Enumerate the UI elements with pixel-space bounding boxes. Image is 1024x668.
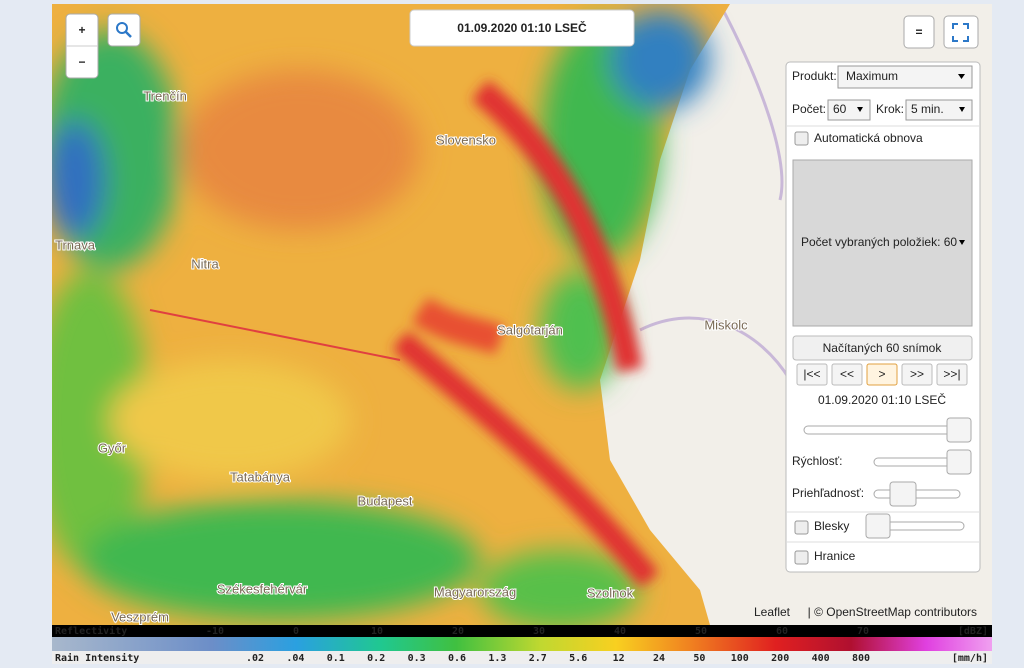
legend-tick: 800 <box>852 653 870 664</box>
place-label: Trenčín <box>143 88 187 103</box>
fullscreen-button[interactable] <box>943 15 979 49</box>
time-slider[interactable] <box>803 425 971 435</box>
auto-refresh-checkbox[interactable] <box>794 131 809 146</box>
map-places: Trenčín Slovensko Trnava Nitra Salgótarján Mi… <box>54 87 749 625</box>
slider-thumb[interactable] <box>946 417 972 443</box>
opacity-slider[interactable] <box>873 489 961 499</box>
legend-tick: 5.6 <box>569 653 587 664</box>
legend-tick: 70 <box>857 626 869 637</box>
timestamp: 01.09.2020 01:10 LSEČ <box>457 20 587 35</box>
nav-label: >> <box>910 367 924 381</box>
timestamp-box <box>409 9 635 47</box>
selection-list[interactable] <box>792 159 973 327</box>
nav-button[interactable] <box>936 363 968 386</box>
legend-tick: 60 <box>776 626 788 637</box>
place-label: Trnava <box>55 237 96 252</box>
nav-button[interactable] <box>831 363 863 386</box>
count-label: Počet: <box>792 102 826 116</box>
legend-tick: 1.3 <box>488 653 506 664</box>
legend-tick: 10 <box>371 626 383 637</box>
nav-button[interactable] <box>796 363 828 386</box>
borders-checkbox[interactable] <box>794 550 809 565</box>
zoom-in[interactable]: + <box>78 23 85 37</box>
loaded-button[interactable] <box>792 335 973 361</box>
legend-tick: 24 <box>653 653 665 664</box>
place-label: Miskolc <box>704 317 748 332</box>
search-button[interactable] <box>107 13 141 47</box>
place-label: Szolnok <box>587 585 634 600</box>
layers-button[interactable] <box>903 15 935 49</box>
legend-tick: 0 <box>293 626 299 637</box>
legend-tick: 40 <box>614 626 626 637</box>
legend-tick: 2.7 <box>529 653 547 664</box>
slider-thumb[interactable] <box>865 513 891 539</box>
nav-label: >>| <box>943 367 960 381</box>
speed-label: Rýchlosť: <box>792 454 843 468</box>
attribution-link[interactable]: Leaflet <box>754 605 791 619</box>
place-label: Veszprém <box>111 609 169 624</box>
legend-tick: 200 <box>771 653 789 664</box>
slider-thumb[interactable] <box>946 449 972 475</box>
legend-tick: .02 <box>246 653 264 664</box>
legend-tick: 0.2 <box>367 653 385 664</box>
legend-unit: [dBZ] <box>958 626 988 637</box>
legend-tick: 100 <box>731 653 749 664</box>
legend-tick: 400 <box>812 653 830 664</box>
product-select[interactable] <box>837 65 973 89</box>
legend: Reflectivity [dBZ] Rain Intensity [mm/h]… <box>52 625 992 664</box>
auto-refresh-label: Automatická obnova <box>814 131 923 145</box>
step-select[interactable] <box>905 99 973 121</box>
place-label: Budapest <box>358 493 413 508</box>
nav-label: |<< <box>803 367 820 381</box>
lightning-checkbox[interactable] <box>794 520 809 535</box>
nav-label: > <box>878 367 885 381</box>
place-label: Tatabánya <box>230 469 291 484</box>
count-select[interactable] <box>827 99 871 121</box>
legend-tick: 0.1 <box>327 653 345 664</box>
legend-label: Reflectivity <box>55 625 127 637</box>
place-label: Salgótarján <box>497 322 563 337</box>
borders-label: Hranice <box>814 549 856 563</box>
step-value: 5 min. <box>911 102 944 116</box>
legend-tick: 50 <box>695 626 707 637</box>
attribution: | © OpenStreetMap contributors <box>808 605 977 619</box>
layers-icon: = <box>915 25 922 39</box>
selection-text: Počet vybraných položiek: 60 <box>801 235 957 249</box>
nav-button[interactable] <box>901 363 933 386</box>
legend-tick: 0.3 <box>408 653 426 664</box>
legend-label: Rain Intensity <box>55 652 139 664</box>
legend-tick: 30 <box>533 626 545 637</box>
place-label: Nitra <box>191 256 219 271</box>
nav-button[interactable] <box>866 363 898 386</box>
nav-label: << <box>840 367 854 381</box>
legend-tick: 0.6 <box>448 653 466 664</box>
loaded-text: Načítaných 60 snímok <box>823 341 943 355</box>
legend-tick: 20 <box>452 626 464 637</box>
legend-tick: -10 <box>206 626 224 637</box>
opacity-label: Priehľadnosť: <box>792 486 864 500</box>
lightning-label: Blesky <box>814 519 849 533</box>
place-label: Győr <box>98 440 127 455</box>
product-value: Maximum <box>846 69 898 83</box>
zoom-out[interactable]: − <box>78 55 85 69</box>
slider-thumb[interactable] <box>889 481 917 507</box>
legend-tick: 12 <box>613 653 625 664</box>
panel-time: 01.09.2020 01:10 LSEČ <box>818 392 946 407</box>
product-label: Produkt: <box>792 69 837 83</box>
legend-tick: .04 <box>286 653 304 664</box>
count-value: 60 <box>833 102 847 116</box>
legend-tick: 50 <box>693 653 705 664</box>
place-label: Slovensko <box>436 132 496 147</box>
place-label: Magyarország <box>434 584 516 599</box>
place-label: Székesfehérvár <box>217 581 308 596</box>
legend-unit: [mm/h] <box>952 653 988 664</box>
step-label: Krok: <box>876 102 904 116</box>
control-panel: Produkt: Maximum Počet: 60 Krok: 5 min. … <box>785 61 981 573</box>
